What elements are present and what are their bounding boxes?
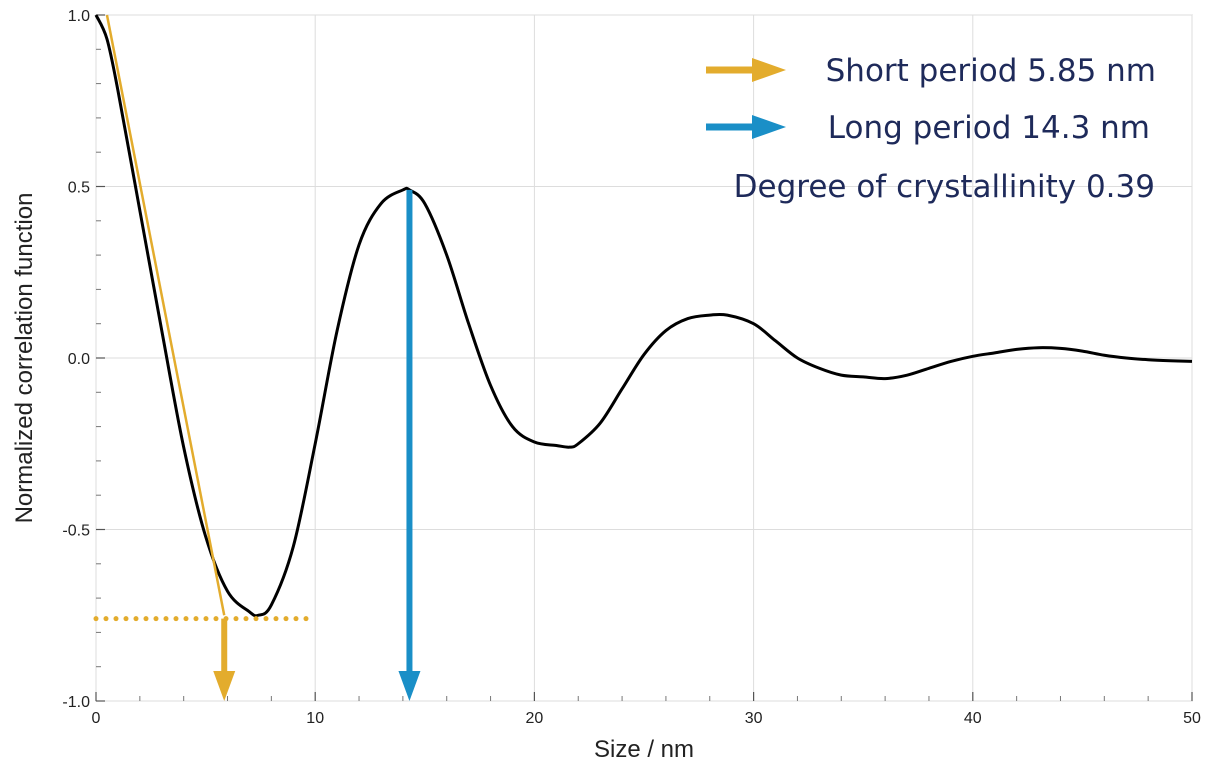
y-tick-label: -1.0 — [62, 694, 90, 711]
long-period-arrow-head — [398, 671, 421, 701]
y-axis-title: Normalized correlation function — [11, 193, 38, 524]
grid — [95, 14, 1193, 702]
x-axis-title: Size / nm — [594, 736, 694, 763]
x-tick-label: 30 — [745, 710, 763, 727]
series-layer — [94, 14, 1193, 618]
legend-arrow-short-period — [706, 58, 786, 82]
minor-ticks — [95, 14, 1193, 702]
y-tick-label: -0.5 — [62, 523, 90, 540]
x-tick-label: 0 — [92, 710, 101, 727]
x-tick-label: 50 — [1183, 710, 1201, 727]
y-tick-label: 0.5 — [68, 180, 90, 197]
legend-short-period-text: Short period 5.85 nm — [826, 53, 1156, 89]
legend-long-period-text: Long period 14.3 nm — [828, 110, 1150, 146]
x-tick-label: 40 — [964, 710, 982, 727]
x-tick-label: 10 — [306, 710, 324, 727]
correlation-curve — [94, 14, 1193, 618]
annotation-layer — [93, 189, 421, 701]
x-tick-label: 20 — [526, 710, 544, 727]
x-tick-labels: 0 10 20 30 40 50 — [92, 710, 1201, 727]
y-tick-labels: -1.0 -0.5 0.0 0.5 1.0 — [62, 8, 90, 711]
tangent-line — [105, 14, 226, 616]
y-tick-label: 1.0 — [68, 8, 90, 25]
y-tick-label: 0.0 — [68, 351, 90, 368]
short-period-arrow-head — [213, 671, 236, 701]
legend-crystallinity-text: Degree of crystallinity 0.39 — [734, 169, 1155, 205]
legend-arrow-long-period — [706, 115, 786, 139]
legend: Short period 5.85 nm Long period 14.3 nm… — [706, 53, 1156, 205]
